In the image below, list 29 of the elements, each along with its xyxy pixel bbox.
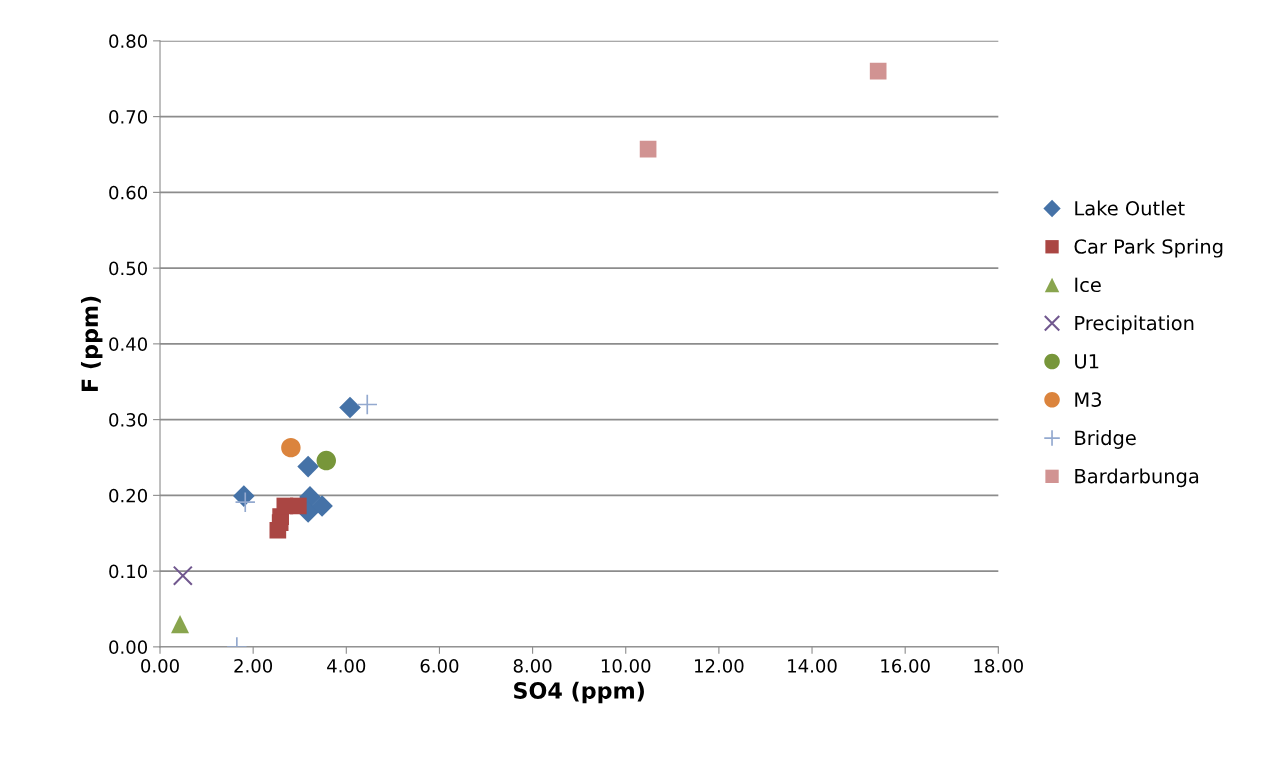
x-tick-label: 16.00 — [881, 658, 930, 673]
y-tick-label: 0.40 — [109, 337, 148, 351]
x-tick-label: 2.00 — [234, 658, 273, 673]
legend-label: Car Park Spring — [1074, 238, 1223, 258]
y-tick-label: 0.60 — [109, 185, 148, 200]
x-tick-label: 0.00 — [141, 658, 179, 673]
y-tick-label: 0.30 — [109, 413, 148, 427]
legend-label: U1 — [1075, 354, 1099, 369]
x-tick-label: 10.00 — [601, 658, 651, 673]
legend-label: Ice — [1075, 277, 1101, 293]
x-axis-title: SO4 (ppm) — [514, 681, 644, 704]
x-tick-label: 18.00 — [974, 658, 1023, 673]
legend-label: M3 — [1075, 392, 1102, 407]
x-tick-label: 12.00 — [695, 658, 744, 673]
y-tick-label: 0.70 — [109, 110, 148, 124]
legend-label: Bardarbunga — [1075, 468, 1199, 488]
y-tick-label: 0.20 — [109, 488, 148, 503]
x-tick-label: 8.00 — [513, 658, 552, 673]
legend-label: Lake Outlet — [1075, 200, 1185, 216]
y-tick-label: 0.50 — [109, 261, 148, 276]
y-tick-label: 0.80 — [109, 34, 148, 48]
x-tick-label: 4.00 — [327, 658, 366, 673]
legend-label: Precipitation — [1075, 315, 1194, 335]
y-axis-title: F (ppm) — [80, 296, 103, 391]
legend-label: Bridge — [1075, 430, 1136, 449]
y-tick-label: 0.10 — [109, 564, 148, 579]
y-tick-label: 0.00 — [109, 640, 148, 654]
x-tick-label: 14.00 — [788, 658, 837, 673]
x-tick-label: 6.00 — [420, 658, 459, 673]
